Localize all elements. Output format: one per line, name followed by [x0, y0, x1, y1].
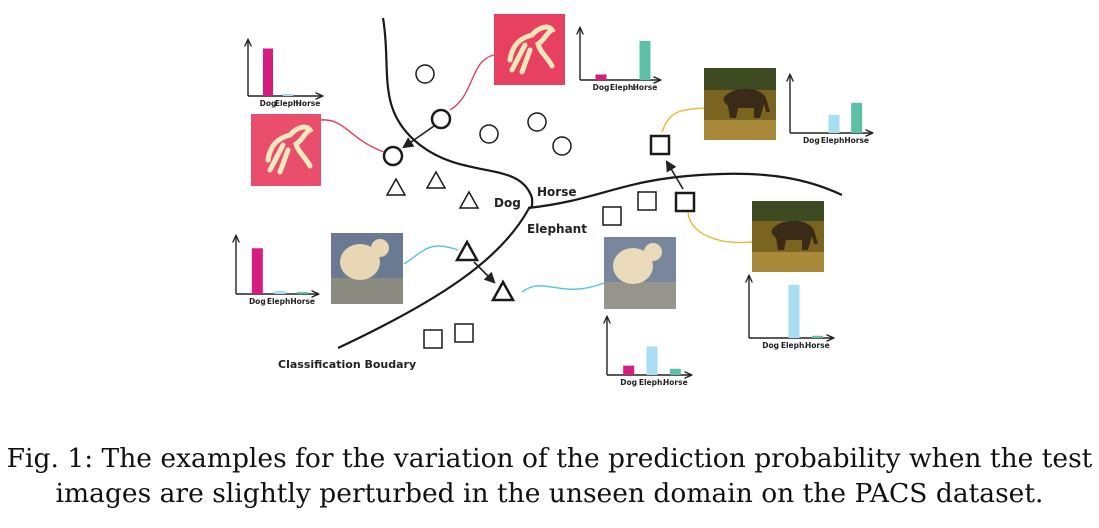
perturb-arrow-horse — [402, 125, 435, 149]
elephant-image-perturbed — [752, 201, 824, 272]
tick-label: Eleph. — [821, 136, 847, 145]
bar-dog — [251, 248, 263, 294]
bar-horse — [669, 368, 681, 375]
triangle-sample-highlighted — [454, 239, 480, 262]
square-sample — [423, 329, 443, 349]
dog-image-original — [331, 233, 403, 304]
tick-label: Eleph. — [610, 83, 636, 92]
bar-eleph — [274, 290, 286, 294]
bar-dog — [263, 48, 273, 96]
elephant-samples — [423, 134, 696, 349]
square-sample-perturbed — [649, 134, 671, 156]
tick-label: Dog — [260, 99, 277, 108]
tick-label: Horse — [805, 341, 830, 350]
bar-chart-top-right: Dog Eleph.Horse — [790, 75, 872, 145]
link-elephant-image-perturbed — [687, 211, 753, 244]
tick-label: Horse — [663, 378, 688, 387]
square-sample — [454, 323, 474, 343]
link-dog-image-original — [403, 245, 459, 265]
bar-chart-bottom-right: Dog Eleph.Horse — [749, 276, 833, 350]
square-sample-highlighted — [674, 191, 696, 213]
horse-image-original — [494, 14, 565, 85]
circle-sample — [527, 112, 547, 132]
triangle-sample — [425, 170, 447, 189]
elephant-image-original — [704, 68, 776, 140]
perturb-arrow-dog — [473, 261, 496, 284]
label-horse: Horse — [537, 185, 577, 199]
tick-label: Dog — [762, 341, 779, 350]
link-dog-image-perturbed — [521, 282, 605, 293]
bar-eleph — [828, 114, 840, 133]
bar-chart-bottom-mid: Dog Eleph.Horse — [607, 317, 691, 387]
boundary-curve-horse-elephant — [527, 172, 843, 210]
tick-label: Eleph. — [639, 378, 665, 387]
caption-line-1: Fig. 1: The examples for the variation o… — [6, 443, 1093, 474]
bar-chart-top-mid: Dog Eleph.Horse — [580, 28, 660, 92]
bar-chart-mid-left: Dog Eleph.Horse — [236, 236, 318, 306]
tick-label: Eleph. — [267, 297, 293, 306]
bar-eleph — [788, 284, 800, 338]
label-classification-boundary: Classification Boudary — [278, 358, 416, 371]
bar-horse — [851, 102, 863, 133]
figure-illustration: Dog Horse Elephant Classification Boudar… — [0, 14, 1099, 387]
circle-sample-perturbed — [382, 145, 404, 167]
dog-samples — [385, 170, 516, 302]
bar-eleph — [646, 346, 658, 375]
tick-label: Horse — [844, 136, 869, 145]
boundary-curve-lower — [337, 209, 529, 349]
square-sample — [602, 206, 622, 226]
link-horse-image-perturbed — [320, 119, 385, 153]
link-horse-image-original — [449, 54, 495, 111]
bar-horse — [811, 335, 823, 338]
bar-eleph — [283, 94, 293, 96]
circle-sample-highlighted — [430, 108, 452, 130]
tick-label: Horse — [290, 297, 315, 306]
caption-line-2: images are slightly perturbed in the uns… — [55, 478, 1044, 509]
label-elephant: Elephant — [527, 222, 587, 236]
square-sample — [637, 191, 657, 211]
tick-label: Horse — [633, 83, 658, 92]
triangle-sample — [458, 190, 480, 209]
tick-label: Dog — [803, 136, 820, 145]
dog-image-perturbed — [604, 237, 676, 309]
boundary-curve-dog-horse — [381, 17, 534, 211]
perturb-arrow-elephant — [665, 160, 684, 190]
tick-label: Dog — [620, 378, 637, 387]
tick-label: Dog — [593, 83, 610, 92]
bar-horse — [297, 291, 309, 294]
bar-horse — [639, 40, 651, 80]
label-dog: Dog — [494, 196, 521, 210]
circle-sample — [415, 64, 435, 84]
circle-sample — [552, 136, 572, 156]
circle-sample — [479, 124, 499, 144]
horse-samples — [382, 64, 572, 167]
tick-label: Horse — [296, 99, 321, 108]
tick-label: Eleph. — [275, 99, 301, 108]
triangle-sample-perturbed — [490, 279, 516, 302]
bar-dog — [623, 365, 635, 375]
bar-dog — [595, 74, 607, 80]
tick-label: Eleph. — [781, 341, 807, 350]
horse-image-perturbed — [251, 114, 321, 186]
figure-caption: Fig. 1: The examples for the variation o… — [0, 441, 1099, 511]
triangle-sample — [385, 177, 407, 196]
link-elephant-image-original — [661, 107, 705, 133]
tick-label: Dog — [249, 297, 266, 306]
